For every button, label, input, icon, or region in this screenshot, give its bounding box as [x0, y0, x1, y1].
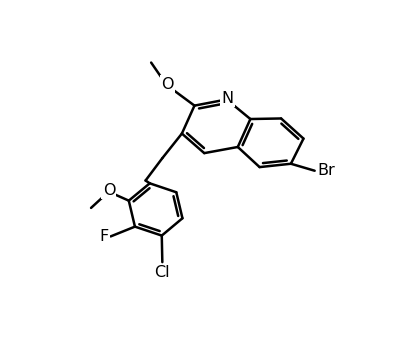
- Text: O: O: [161, 77, 173, 91]
- Text: F: F: [100, 229, 109, 244]
- Text: Br: Br: [317, 163, 335, 178]
- Text: O: O: [103, 183, 115, 198]
- Text: Cl: Cl: [154, 265, 170, 280]
- Text: N: N: [222, 91, 234, 106]
